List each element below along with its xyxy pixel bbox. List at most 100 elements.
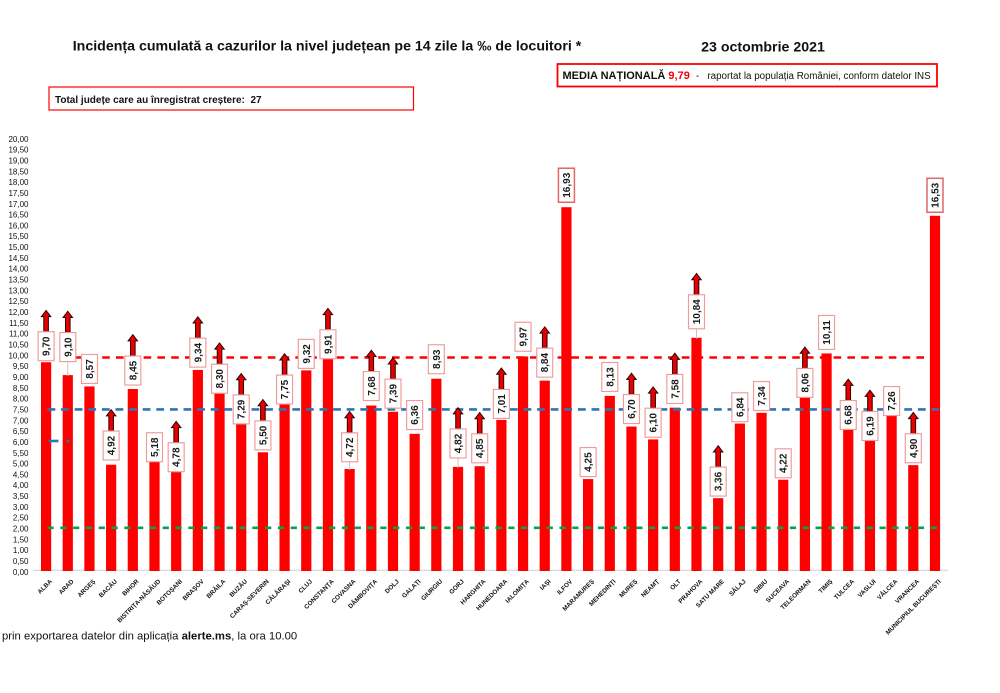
svg-text:9,32: 9,32 xyxy=(302,344,313,364)
svg-text:11,50: 11,50 xyxy=(9,319,29,328)
svg-text:7,01: 7,01 xyxy=(497,394,508,414)
svg-text:8,93: 8,93 xyxy=(432,349,443,369)
svg-text:4,22: 4,22 xyxy=(779,453,790,473)
svg-text:BACĂU: BACĂU xyxy=(96,577,119,600)
svg-text:16,93: 16,93 xyxy=(562,172,573,197)
svg-text:6,36: 6,36 xyxy=(410,405,421,425)
svg-text:16,50: 16,50 xyxy=(8,211,29,220)
svg-text:IAȘI: IAȘI xyxy=(539,578,553,592)
svg-text:10,50: 10,50 xyxy=(8,341,29,350)
svg-text:9,91: 9,91 xyxy=(323,334,334,354)
svg-text:prin exportarea datelor din ap: prin exportarea datelor din aplicația al… xyxy=(2,631,297,643)
svg-text:13,00: 13,00 xyxy=(8,286,29,295)
svg-text:19,00: 19,00 xyxy=(8,157,29,166)
svg-text:3,36: 3,36 xyxy=(714,471,725,491)
svg-text:4,92: 4,92 xyxy=(107,435,118,455)
svg-text:14,00: 14,00 xyxy=(8,265,29,274)
svg-text:5,50: 5,50 xyxy=(13,449,29,458)
svg-text:MUREȘ: MUREȘ xyxy=(618,578,639,599)
svg-text:4,78: 4,78 xyxy=(172,447,183,467)
svg-text:7,00: 7,00 xyxy=(13,416,29,425)
svg-text:8,06: 8,06 xyxy=(800,373,811,393)
svg-text:NEAMȚ: NEAMȚ xyxy=(640,578,661,599)
svg-text:4,25: 4,25 xyxy=(584,452,595,472)
svg-text:8,50: 8,50 xyxy=(13,384,29,393)
svg-text:6,68: 6,68 xyxy=(844,405,855,425)
svg-text:5,50: 5,50 xyxy=(258,425,269,445)
svg-text:8,45: 8,45 xyxy=(128,360,139,380)
svg-text:15,50: 15,50 xyxy=(8,232,29,241)
svg-text:BRĂILA: BRĂILA xyxy=(204,577,228,601)
svg-text:6,50: 6,50 xyxy=(13,427,29,436)
svg-text:CARAȘ-SEVERIN: CARAȘ-SEVERIN xyxy=(229,578,271,620)
svg-text:0,50: 0,50 xyxy=(13,557,29,566)
svg-text:7,26: 7,26 xyxy=(887,391,898,411)
svg-text:11,00: 11,00 xyxy=(9,330,29,339)
svg-text:Incidența cumulată a cazurilor: Incidența cumulată a cazurilor la nivel … xyxy=(73,39,582,55)
svg-text:8,57: 8,57 xyxy=(85,359,96,379)
svg-text:CLUJ: CLUJ xyxy=(297,578,314,595)
svg-text:SIBIU: SIBIU xyxy=(752,578,769,595)
svg-text:6,00: 6,00 xyxy=(13,438,29,447)
svg-text:23 octombrie 2021: 23 octombrie 2021 xyxy=(701,40,825,56)
svg-text:GALAȚI: GALAȚI xyxy=(401,578,423,600)
svg-text:12,00: 12,00 xyxy=(8,308,29,317)
svg-text:3,50: 3,50 xyxy=(13,492,29,501)
svg-text:IALOMIȚA: IALOMIȚA xyxy=(504,578,531,605)
svg-text:Total județe care au înregistr: Total județe care au înregistrat creșter… xyxy=(55,95,262,106)
svg-text:ALBA: ALBA xyxy=(37,578,55,596)
svg-text:6,84: 6,84 xyxy=(735,397,746,417)
svg-text:5,18: 5,18 xyxy=(150,437,161,457)
svg-text:19,50: 19,50 xyxy=(8,146,29,155)
svg-text:GIURGIU: GIURGIU xyxy=(420,578,444,602)
svg-text:3,00: 3,00 xyxy=(13,503,29,512)
svg-text:15,00: 15,00 xyxy=(8,243,29,252)
svg-text:MEDIA NAȚIONALĂ 9,79 - rapo: MEDIA NAȚIONALĂ 9,79 - raportat la popul… xyxy=(563,69,932,82)
svg-text:6,70: 6,70 xyxy=(627,399,638,419)
svg-text:5,00: 5,00 xyxy=(13,460,29,469)
svg-text:18,50: 18,50 xyxy=(8,167,29,176)
svg-text:ARGEȘ: ARGEȘ xyxy=(76,578,97,599)
svg-text:6,10: 6,10 xyxy=(649,413,660,433)
svg-text:SĂLAJ: SĂLAJ xyxy=(727,577,748,598)
svg-text:TULCEA: TULCEA xyxy=(833,578,856,601)
svg-text:6,19: 6,19 xyxy=(865,416,876,436)
svg-text:7,75: 7,75 xyxy=(280,379,291,399)
svg-text:9,50: 9,50 xyxy=(13,362,29,371)
svg-text:17,00: 17,00 xyxy=(8,200,29,209)
svg-text:14,50: 14,50 xyxy=(8,254,29,263)
svg-text:12,50: 12,50 xyxy=(8,297,29,306)
svg-text:OLT: OLT xyxy=(669,578,683,592)
svg-text:1,50: 1,50 xyxy=(13,535,29,544)
svg-text:VASLUI: VASLUI xyxy=(857,578,878,599)
svg-text:BRAȘOV: BRAȘOV xyxy=(182,578,207,603)
svg-text:7,68: 7,68 xyxy=(367,376,378,396)
svg-text:8,84: 8,84 xyxy=(540,353,551,373)
svg-text:16,00: 16,00 xyxy=(8,221,29,230)
svg-text:ILFOV: ILFOV xyxy=(556,578,575,597)
svg-text:GORJ: GORJ xyxy=(448,578,466,596)
svg-text:BIHOR: BIHOR xyxy=(121,578,141,598)
svg-text:9,00: 9,00 xyxy=(13,373,29,382)
svg-text:10,11: 10,11 xyxy=(822,320,833,345)
svg-text:4,82: 4,82 xyxy=(454,433,465,453)
svg-text:4,00: 4,00 xyxy=(13,481,29,490)
svg-text:2,50: 2,50 xyxy=(13,514,29,523)
svg-text:8,00: 8,00 xyxy=(13,395,29,404)
svg-text:9,10: 9,10 xyxy=(63,337,74,357)
svg-text:BUZĂU: BUZĂU xyxy=(227,577,249,599)
svg-text:7,29: 7,29 xyxy=(237,399,248,419)
svg-text:1,00: 1,00 xyxy=(13,546,29,555)
svg-text:4,72: 4,72 xyxy=(345,437,356,457)
svg-text:4,50: 4,50 xyxy=(13,470,29,479)
svg-text:ARAD: ARAD xyxy=(58,578,76,596)
svg-text:8,30: 8,30 xyxy=(215,369,226,389)
svg-text:8,13: 8,13 xyxy=(605,367,616,387)
svg-text:9,34: 9,34 xyxy=(193,342,204,362)
svg-text:0,00: 0,00 xyxy=(13,568,29,577)
svg-text:DOLJ: DOLJ xyxy=(384,578,401,595)
svg-text:7,58: 7,58 xyxy=(670,379,681,399)
svg-text:17,50: 17,50 xyxy=(8,189,29,198)
svg-text:9,97: 9,97 xyxy=(519,327,530,347)
svg-text:20,00: 20,00 xyxy=(8,135,29,144)
